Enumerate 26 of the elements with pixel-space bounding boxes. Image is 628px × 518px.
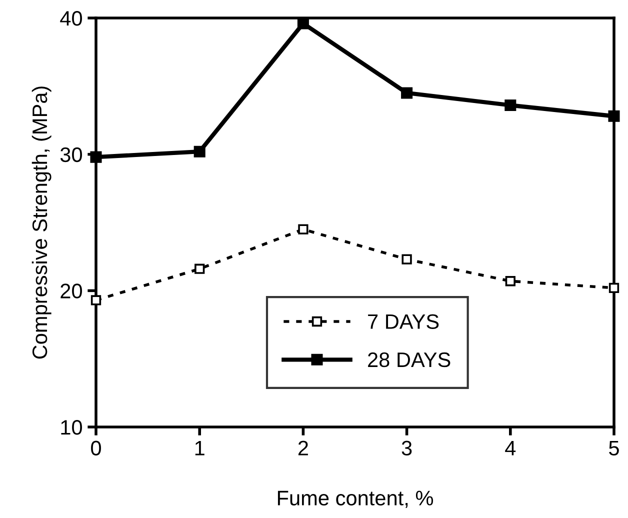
legend-label: 7 DAYS xyxy=(368,314,439,329)
point xyxy=(402,254,412,264)
point xyxy=(608,110,620,122)
x-tick-label: 2 xyxy=(298,440,308,456)
point xyxy=(608,282,620,294)
point xyxy=(90,295,102,306)
point xyxy=(505,276,516,286)
x-tick-label: 4 xyxy=(505,440,516,456)
point xyxy=(504,99,516,112)
y-tick-label: 20 xyxy=(60,284,82,298)
point xyxy=(90,151,102,163)
point xyxy=(401,87,413,99)
x-tick-label: 5 xyxy=(609,440,619,456)
point xyxy=(194,146,206,158)
point xyxy=(297,18,309,30)
y-tick-label: 10 xyxy=(61,420,82,435)
x-tick-label: 3 xyxy=(402,440,412,456)
legend-label: 28 DAYS xyxy=(368,352,450,368)
point xyxy=(298,224,308,234)
x-tick-label: 1 xyxy=(195,440,204,456)
x-axis-title: Fume content, % xyxy=(278,490,434,508)
point xyxy=(194,264,205,274)
y-tick-label: 40 xyxy=(60,11,82,26)
y-tick-label: 30 xyxy=(60,147,82,162)
y-axis-title: Compressive Strength, (MPa) xyxy=(32,86,52,359)
x-tick-label: 0 xyxy=(91,440,101,456)
